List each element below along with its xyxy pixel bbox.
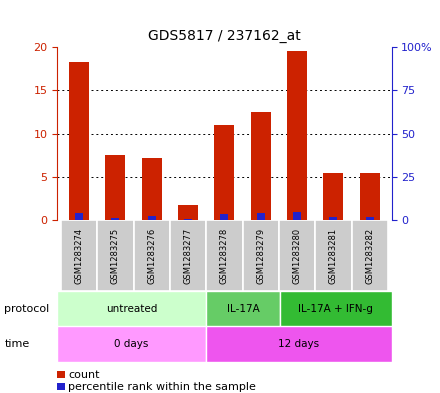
Bar — [352, 220, 388, 291]
Text: time: time — [4, 339, 29, 349]
Bar — [105, 155, 125, 220]
Bar — [184, 219, 192, 220]
Title: GDS5817 / 237162_at: GDS5817 / 237162_at — [148, 29, 301, 43]
Bar — [61, 220, 97, 291]
Bar — [315, 220, 352, 291]
Text: GSM1283274: GSM1283274 — [74, 228, 84, 283]
Text: GSM1283276: GSM1283276 — [147, 227, 156, 284]
Bar — [206, 326, 392, 362]
Bar — [279, 220, 315, 291]
Bar — [220, 214, 228, 220]
Text: GSM1283275: GSM1283275 — [111, 228, 120, 283]
Bar — [57, 326, 206, 362]
Text: GSM1283281: GSM1283281 — [329, 228, 338, 283]
Bar — [242, 220, 279, 291]
Bar — [251, 112, 271, 220]
Bar — [287, 51, 307, 220]
Bar — [69, 62, 89, 220]
Bar — [97, 220, 133, 291]
Bar — [293, 212, 301, 220]
Bar — [280, 291, 392, 326]
Text: protocol: protocol — [4, 303, 50, 314]
Bar — [330, 217, 337, 220]
Text: GSM1283282: GSM1283282 — [365, 228, 374, 283]
Bar — [206, 220, 242, 291]
Bar — [142, 158, 162, 220]
Bar — [257, 213, 265, 220]
Text: 12 days: 12 days — [278, 339, 319, 349]
Bar — [214, 125, 235, 220]
Text: IL-17A: IL-17A — [227, 303, 259, 314]
Text: untreated: untreated — [106, 303, 157, 314]
Text: 0 days: 0 days — [114, 339, 149, 349]
Bar — [111, 218, 119, 220]
Text: GSM1283280: GSM1283280 — [293, 228, 301, 283]
Text: count: count — [68, 370, 100, 380]
Text: GSM1283278: GSM1283278 — [220, 227, 229, 284]
Text: IL-17A + IFN-g: IL-17A + IFN-g — [298, 303, 373, 314]
Bar — [75, 213, 83, 220]
Bar — [323, 173, 344, 220]
Text: percentile rank within the sample: percentile rank within the sample — [68, 382, 256, 392]
Bar — [178, 204, 198, 220]
Bar — [360, 173, 380, 220]
Text: GSM1283277: GSM1283277 — [183, 227, 193, 284]
Bar — [57, 291, 206, 326]
Bar — [170, 220, 206, 291]
Bar — [366, 217, 374, 220]
Bar — [133, 220, 170, 291]
Bar — [148, 216, 156, 220]
Text: GSM1283279: GSM1283279 — [256, 228, 265, 283]
Bar — [206, 291, 280, 326]
